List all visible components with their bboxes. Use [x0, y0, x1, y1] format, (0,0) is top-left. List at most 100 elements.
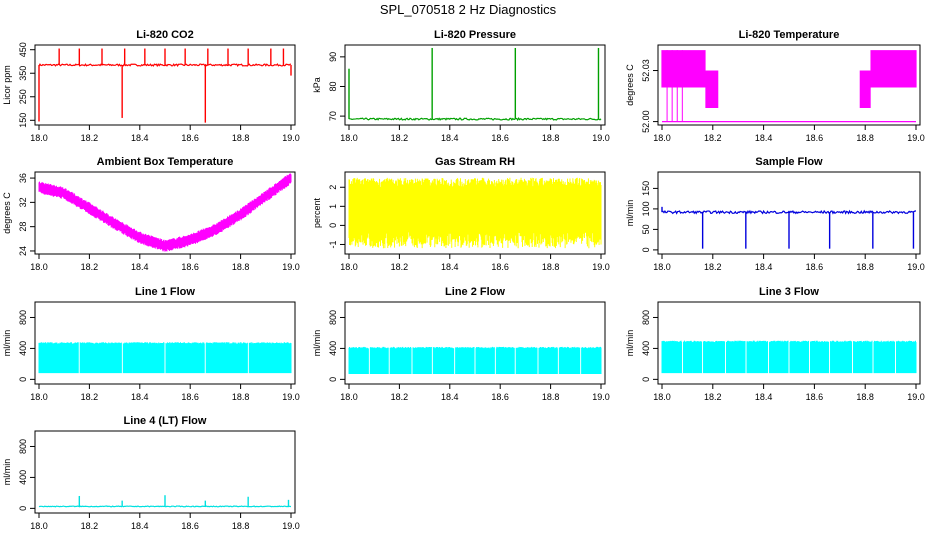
x-tick-label: 18.0	[340, 133, 358, 143]
rh-trace	[348, 177, 602, 249]
y-tick-label: 2	[328, 185, 338, 190]
plot-frame	[344, 44, 606, 126]
x-tick-label: 18.6	[181, 133, 199, 143]
x-tick-label: 19.0	[282, 392, 300, 402]
y-tick-label: 0	[328, 223, 338, 228]
y-tick-label: 0	[18, 377, 28, 382]
x-tick-label: 18.8	[856, 392, 874, 402]
y-axis-label: degrees C	[2, 192, 12, 234]
chart-box_temp: Ambient Box Temperature degrees C 18.0 18.2…	[2, 156, 300, 272]
y-axis-label: ml/min	[625, 330, 635, 357]
y-tick-label: 250	[18, 89, 28, 104]
x-tick-label: 18.2	[391, 133, 409, 143]
x-tick-label: 18.0	[340, 262, 358, 272]
x-tick-label: 18.6	[181, 521, 199, 531]
y-tick-label: 0	[641, 377, 651, 382]
x-tick-label: 18.6	[491, 392, 509, 402]
x-tick-label: 18.0	[30, 521, 48, 531]
chart-rh: Gas Stream RH percent 18.0 18.2 18.4 18.6 18.8…	[312, 156, 610, 272]
x-tick-label: 18.2	[704, 262, 722, 272]
series-line	[38, 62, 292, 68]
x-tick-label: 18.8	[542, 262, 560, 272]
x-tick-label: 18.2	[391, 262, 409, 272]
y-tick-label: 400	[641, 341, 651, 356]
y-tick-label: 52.00	[641, 110, 651, 133]
x-tick-label: 18.8	[856, 133, 874, 143]
chart-title: Line 2 Flow	[445, 286, 505, 298]
x-tick-label: 18.8	[542, 133, 560, 143]
y-tick-label: 800	[18, 310, 28, 325]
chart-pressure: Li-820 Pressure kPa 18.0 18.2 18.4 18.6 18.8 19…	[312, 29, 610, 143]
x-tick-label: 18.8	[856, 262, 874, 272]
y-tick-label: 0	[18, 506, 28, 511]
x-tick-label: 18.0	[30, 133, 48, 143]
x-tick-label: 19.0	[592, 133, 610, 143]
y-tick-label: 800	[328, 310, 338, 325]
y-tick-label: 50	[641, 224, 651, 234]
x-tick-label: 18.8	[232, 521, 250, 531]
chart-temperature: Li-820 Temperature degrees C 18.0 18.2 18.4 1…	[625, 29, 925, 143]
x-tick-label: 18.2	[81, 133, 99, 143]
x-tick-label: 18.8	[232, 262, 250, 272]
page-title: SPL_070518 2 Hz Diagnostics	[379, 2, 557, 17]
x-tick-label: 18.6	[806, 133, 824, 143]
y-tick-label: 32	[18, 197, 28, 207]
x-tick-label: 18.0	[653, 392, 671, 402]
y-tick-label: 400	[18, 341, 28, 356]
y-tick-label: -1	[328, 240, 338, 248]
x-tick-label: 18.2	[704, 392, 722, 402]
chart-title: Line 1 Flow	[135, 286, 195, 298]
x-tick-label: 18.8	[542, 392, 560, 402]
x-tick-label: 18.4	[131, 262, 149, 272]
chart-line4: Line 4 (LT) Flow ml/min 18.0 18.2 18.4 18.6 18…	[2, 415, 300, 531]
x-tick-label: 18.8	[232, 392, 250, 402]
x-tick-label: 18.4	[131, 521, 149, 531]
y-tick-label: 36	[18, 173, 28, 183]
chart-line1: Line 1 Flow ml/min 18.0 18.2 18.4 18.6 18.8 19.…	[2, 286, 300, 402]
y-tick-label: 800	[18, 439, 28, 454]
y-axis-label: Licor ppm	[2, 65, 12, 105]
x-tick-label: 18.4	[131, 392, 149, 402]
y-tick-label: 450	[18, 42, 28, 57]
chart-title: Line 3 Flow	[759, 286, 819, 298]
x-tick-label: 18.0	[30, 392, 48, 402]
y-axis-label: percent	[312, 197, 322, 228]
x-tick-label: 18.2	[81, 392, 99, 402]
plot-frame	[34, 301, 296, 385]
series-line	[38, 505, 292, 508]
y-axis-label: ml/min	[312, 330, 322, 357]
x-tick-label: 18.6	[491, 133, 509, 143]
x-tick-label: 18.4	[755, 262, 773, 272]
x-tick-label: 18.4	[441, 133, 459, 143]
box-temperature-trace	[38, 173, 292, 252]
x-tick-label: 19.0	[282, 133, 300, 143]
x-tick-label: 19.0	[907, 392, 925, 402]
x-tick-label: 18.2	[391, 392, 409, 402]
y-tick-label: 90	[328, 52, 338, 62]
chart-title: Gas Stream RH	[435, 156, 515, 168]
x-tick-label: 19.0	[282, 262, 300, 272]
chart-title: Li-820 CO2	[136, 29, 193, 41]
chart-title: Li-820 Temperature	[739, 29, 840, 41]
x-tick-label: 18.8	[232, 133, 250, 143]
plot-frame	[657, 44, 921, 126]
plot-frame	[34, 430, 296, 514]
x-tick-label: 18.4	[755, 392, 773, 402]
x-tick-label: 19.0	[907, 133, 925, 143]
y-tick-label: 24	[18, 246, 28, 256]
y-tick-label: 1	[328, 204, 338, 209]
y-tick-label: 70	[328, 111, 338, 121]
plot-frame	[657, 301, 921, 385]
y-tick-label: 150	[641, 181, 651, 196]
x-tick-label: 18.4	[131, 133, 149, 143]
flow-band	[348, 346, 602, 374]
chart-co2: Li-820 CO2 Licor ppm 18.0 18.2 18.4 18.6 18.8 1…	[2, 29, 300, 143]
y-tick-label: 0	[328, 377, 338, 382]
y-tick-label: 800	[641, 310, 651, 325]
x-tick-label: 18.0	[653, 133, 671, 143]
x-tick-label: 18.2	[81, 262, 99, 272]
y-axis-label: ml/min	[2, 459, 12, 486]
x-tick-label: 18.2	[81, 521, 99, 531]
flow-band	[38, 342, 292, 374]
